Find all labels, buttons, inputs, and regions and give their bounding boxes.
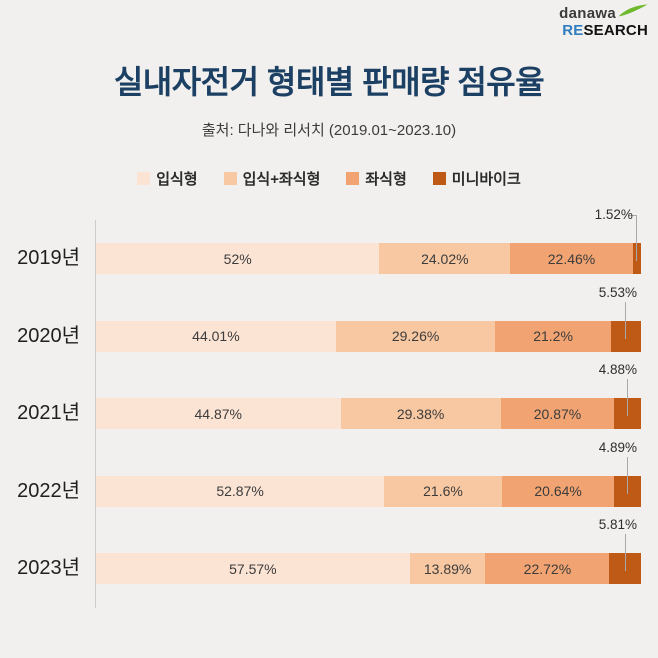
legend-label: 좌식형	[365, 171, 407, 188]
bar-segment-입식+좌식형: 24.02%	[379, 243, 511, 274]
legend-item-3: 미니바이크	[432, 168, 521, 189]
segment-value-label: 29.26%	[391, 328, 440, 344]
legend-label: 미니바이크	[451, 171, 521, 188]
logo-research-re: RE	[562, 22, 584, 39]
bar-segment-좌식형: 22.46%	[510, 243, 633, 274]
bar-segment-입식형: 57.57%	[96, 553, 410, 584]
year-label: 2021년	[17, 402, 80, 424]
mini-bike-value-label: 4.88%	[598, 362, 637, 377]
danawa-research-logo: danawa RESEARCH	[559, 4, 648, 38]
mini-bike-value-label: 5.53%	[598, 284, 637, 300]
legend-swatch-icon	[137, 172, 151, 185]
bar-segment-입식+좌식형: 29.26%	[335, 320, 496, 352]
logo-swoosh-icon	[618, 4, 648, 17]
legend-item-1: 입식+좌식형	[223, 168, 321, 189]
bar-segment-입식+좌식형: 29.38%	[340, 398, 501, 429]
stacked-bar: 52.87% 21.6% 20.64% 4.89%	[96, 440, 641, 507]
connector-line	[636, 215, 638, 261]
mini-bike-value-label: 1.52%	[594, 207, 633, 222]
segment-value-label: 24.02%	[421, 250, 469, 267]
year-label: 2019년	[17, 247, 80, 269]
chart-row-2021년: 2021년 44.87% 29.38% 20.87% 4.88%	[0, 362, 658, 429]
bar-segment-입식+좌식형: 21.6%	[384, 475, 502, 507]
chart-row-2023년: 2023년 57.57% 13.89% 22.72% 5.81%	[0, 517, 658, 584]
connector-line	[627, 379, 629, 416]
segment-value-label: 44.01%	[192, 328, 240, 344]
bar-segment-입식+좌식형: 13.89%	[409, 553, 486, 584]
legend-swatch-icon	[223, 172, 237, 185]
connector-line	[627, 456, 629, 494]
legend: 입식형 입식+좌식형 좌식형 미니바이크	[0, 168, 658, 189]
chart-row-2020년: 2020년 44.01% 29.26% 21.2% 5.53%	[0, 285, 658, 352]
segment-value-label: 52.87%	[216, 483, 264, 499]
segment-value-label: 57.57%	[229, 560, 277, 577]
chart-row-2019년: 2019년 52% 24.02% 22.46% 1.52%	[0, 207, 658, 274]
bar-segment-입식형: 44.87%	[96, 398, 341, 429]
segment-value-label: 13.89%	[423, 560, 472, 577]
year-label: 2023년	[17, 557, 80, 579]
legend-label: 입식+좌식형	[242, 171, 321, 188]
bar-segment-입식형: 44.01%	[96, 320, 336, 352]
legend-swatch-icon	[346, 172, 360, 185]
stacked-bar: 57.57% 13.89% 22.72% 5.81%	[96, 517, 641, 584]
chart-row-2022년: 2022년 52.87% 21.6% 20.64% 4.89%	[0, 440, 658, 507]
year-label: 2020년	[17, 324, 80, 347]
bar-segment-좌식형: 22.72%	[485, 553, 610, 584]
bar-segment-좌식형: 21.2%	[495, 320, 611, 352]
mini-bike-value-label: 4.89%	[598, 439, 637, 455]
year-label: 2022년	[17, 479, 80, 502]
stacked-bar: 52% 24.02% 22.46% 1.52%	[96, 207, 641, 274]
logo-brand-text: danawa	[559, 5, 616, 22]
bar-segment-좌식형: 20.87%	[500, 398, 615, 429]
segment-value-label: 22.72%	[523, 560, 572, 577]
connector-line	[625, 301, 627, 339]
logo-brand-row: danawa	[559, 4, 648, 22]
y-axis-line	[95, 220, 96, 608]
connector-line	[624, 534, 626, 571]
segment-value-label: 22.46%	[547, 250, 596, 267]
stacked-bar: 44.87% 29.38% 20.87% 4.88%	[96, 362, 641, 429]
legend-label: 입식형	[156, 171, 198, 188]
bar-segment-입식형: 52%	[96, 243, 380, 274]
bar-segment-좌식형: 20.64%	[501, 475, 615, 507]
segment-value-label: 21.6%	[423, 483, 463, 499]
segment-value-label: 52%	[223, 250, 252, 267]
segment-value-label: 29.38%	[396, 405, 445, 422]
logo-research-text: RESEARCH	[562, 23, 648, 38]
legend-item-2: 좌식형	[346, 168, 407, 189]
legend-swatch-icon	[432, 172, 446, 185]
legend-item-0: 입식형	[137, 168, 198, 189]
segment-value-label: 20.64%	[534, 483, 582, 499]
page-subtitle: 출처: 다나와 리서치 (2019.01~2023.10)	[201, 122, 457, 139]
connector-elbow-tick	[627, 215, 637, 216]
stacked-bar: 44.01% 29.26% 21.2% 5.53%	[96, 285, 641, 352]
logo-research-rest: SEARCH	[583, 22, 648, 39]
page-title: 실내자전거 형태별 판매량 점유율	[113, 64, 545, 100]
mini-bike-value-label: 5.81%	[598, 517, 637, 532]
bar-segment-입식형: 52.87%	[96, 475, 385, 507]
segment-value-label: 20.87%	[533, 405, 582, 422]
segment-value-label: 21.2%	[533, 328, 573, 344]
segment-value-label: 44.87%	[194, 405, 242, 422]
